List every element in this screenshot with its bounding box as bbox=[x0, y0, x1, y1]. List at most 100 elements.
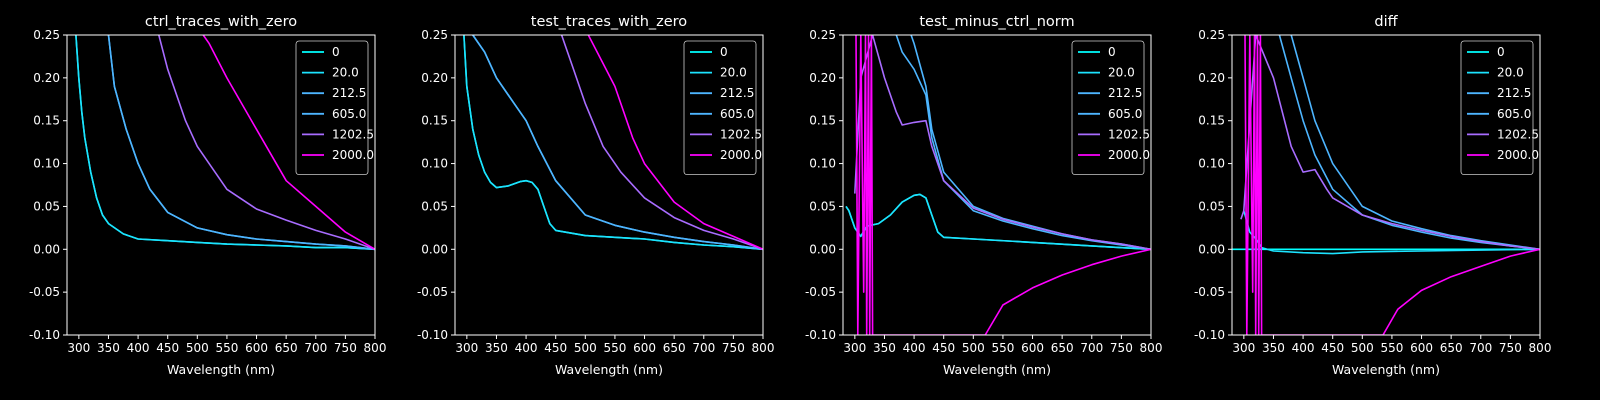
x-tick-label: 600 bbox=[1021, 341, 1044, 355]
x-tick-label: 800 bbox=[1140, 341, 1163, 355]
x-tick-label: 550 bbox=[1380, 341, 1403, 355]
legend-label: 2000.0 bbox=[720, 148, 762, 162]
x-tick-label: 500 bbox=[574, 341, 597, 355]
series-line-2000.0 bbox=[202, 35, 375, 250]
legend-label: 2000.0 bbox=[1108, 148, 1150, 162]
legend-label: 212.5 bbox=[720, 86, 754, 100]
legend: 0 20.0 212.5 605.0 1202.5 2000.0 bbox=[683, 40, 762, 176]
y-tick-label: 0.05 bbox=[809, 199, 836, 213]
x-tick-label: 400 bbox=[1292, 341, 1315, 355]
y-tick-label: 0.15 bbox=[33, 114, 60, 128]
legend-label: 1202.5 bbox=[720, 127, 762, 141]
x-tick-label: 800 bbox=[364, 341, 387, 355]
legend-label: 1202.5 bbox=[1497, 127, 1539, 141]
x-tick-label: 300 bbox=[1232, 341, 1255, 355]
chart-title: test_minus_ctrl_norm bbox=[919, 14, 1074, 30]
series-line-1202.5 bbox=[560, 35, 763, 251]
x-axis-label: Wavelength (nm) bbox=[1332, 362, 1440, 377]
axes-frame bbox=[66, 34, 376, 336]
series-line-2000.0 bbox=[855, 35, 1151, 335]
chart-title: diff bbox=[1374, 14, 1398, 30]
y-tick-label: 0.20 bbox=[1198, 71, 1225, 85]
legend-label: 20.0 bbox=[720, 66, 747, 80]
x-tick-label: 500 bbox=[1351, 341, 1374, 355]
legend-label: 2000.0 bbox=[332, 148, 374, 162]
legend-label: 20.0 bbox=[1497, 66, 1524, 80]
y-tick-label: -0.10 bbox=[29, 328, 60, 342]
x-tick-label: 600 bbox=[245, 341, 268, 355]
y-tick-label: 0.20 bbox=[33, 71, 60, 85]
x-tick-label: 700 bbox=[692, 341, 715, 355]
x-tick-label: 750 bbox=[334, 341, 357, 355]
legend-label: 20.0 bbox=[332, 66, 359, 80]
x-tick-label: 800 bbox=[752, 341, 775, 355]
legend-box bbox=[1460, 40, 1534, 176]
x-tick-label: 650 bbox=[275, 341, 298, 355]
x-tick-label: 550 bbox=[603, 341, 626, 355]
x-tick-label: 300 bbox=[843, 341, 866, 355]
chart-title: test_traces_with_zero bbox=[531, 14, 688, 30]
axes-frame bbox=[1231, 34, 1541, 336]
legend-label: 20.0 bbox=[1108, 66, 1135, 80]
y-tick-label: 0.15 bbox=[421, 114, 448, 128]
series-group bbox=[75, 35, 375, 251]
series-line-20.0 bbox=[75, 35, 375, 251]
legend-label: 605.0 bbox=[720, 107, 754, 121]
series-line-20.0 bbox=[463, 35, 763, 251]
x-tick-label: 500 bbox=[186, 341, 209, 355]
legend-box bbox=[1071, 40, 1145, 176]
legend-label: 0 bbox=[1497, 45, 1505, 59]
y-tick-label: 0.10 bbox=[1198, 157, 1225, 171]
y-tick-label: 0.05 bbox=[33, 199, 60, 213]
x-tick-label: 350 bbox=[1262, 341, 1285, 355]
chart-panel-3: test_minus_ctrl_norm 300 350 400 450 500 550 60… bbox=[805, 14, 1163, 377]
axes-frame bbox=[454, 34, 764, 336]
legend-label: 0 bbox=[332, 45, 340, 59]
legend-label: 605.0 bbox=[1108, 107, 1142, 121]
y-tick-label: 0.25 bbox=[421, 28, 448, 42]
series-line-1202.5 bbox=[1240, 35, 1540, 251]
x-tick-label: 300 bbox=[67, 341, 90, 355]
legend-label: 1202.5 bbox=[332, 127, 374, 141]
x-tick-label: 700 bbox=[304, 341, 327, 355]
x-tick-label: 700 bbox=[1080, 341, 1103, 355]
y-tick-label: 0.00 bbox=[809, 242, 836, 256]
x-tick-label: 650 bbox=[663, 341, 686, 355]
y-tick-label: 0.20 bbox=[421, 71, 448, 85]
legend-label: 212.5 bbox=[1497, 86, 1531, 100]
x-tick-label: 750 bbox=[1499, 341, 1522, 355]
legend: 0 20.0 212.5 605.0 1202.5 2000.0 bbox=[1460, 40, 1539, 176]
x-tick-label: 450 bbox=[156, 341, 179, 355]
y-tick-label: 0.25 bbox=[809, 28, 836, 42]
series-group bbox=[463, 35, 763, 251]
legend-label: 0 bbox=[1108, 45, 1116, 59]
x-tick-label: 400 bbox=[515, 341, 538, 355]
legend: 0 20.0 212.5 605.0 1202.5 2000.0 bbox=[295, 40, 374, 176]
y-tick-label: 0.20 bbox=[809, 71, 836, 85]
chart-title: ctrl_traces_with_zero bbox=[145, 14, 297, 30]
series-line-2000.0 bbox=[587, 35, 763, 251]
series-line-605.0 bbox=[1290, 35, 1540, 251]
chart-panel-1: ctrl_traces_with_zero 300 350 400 450 500 550 6… bbox=[29, 14, 387, 377]
series-group bbox=[845, 35, 1151, 335]
y-tick-label: 0.05 bbox=[421, 199, 448, 213]
series-line-605.0 bbox=[472, 35, 763, 251]
series-group bbox=[1232, 35, 1540, 335]
y-tick-label: 0.05 bbox=[1198, 199, 1225, 213]
y-tick-label: -0.10 bbox=[1194, 328, 1225, 342]
y-tick-label: 0.25 bbox=[33, 28, 60, 42]
x-tick-label: 550 bbox=[991, 341, 1014, 355]
legend-label: 2000.0 bbox=[1497, 148, 1539, 162]
legend-label: 1202.5 bbox=[1108, 127, 1150, 141]
x-tick-label: 350 bbox=[97, 341, 120, 355]
chart-panel-2: test_traces_with_zero 300 350 400 450 500 550 6… bbox=[417, 14, 775, 377]
y-tick-label: 0.10 bbox=[33, 157, 60, 171]
x-tick-label: 400 bbox=[127, 341, 150, 355]
chart-panel-4: diff 300 350 400 450 500 550 600 650 700 750 800 -0.… bbox=[1194, 14, 1552, 377]
y-tick-label: -0.10 bbox=[417, 328, 448, 342]
x-tick-label: 350 bbox=[873, 341, 896, 355]
x-tick-label: 300 bbox=[455, 341, 478, 355]
legend-label: 605.0 bbox=[332, 107, 366, 121]
series-line-1202.5 bbox=[158, 35, 375, 251]
